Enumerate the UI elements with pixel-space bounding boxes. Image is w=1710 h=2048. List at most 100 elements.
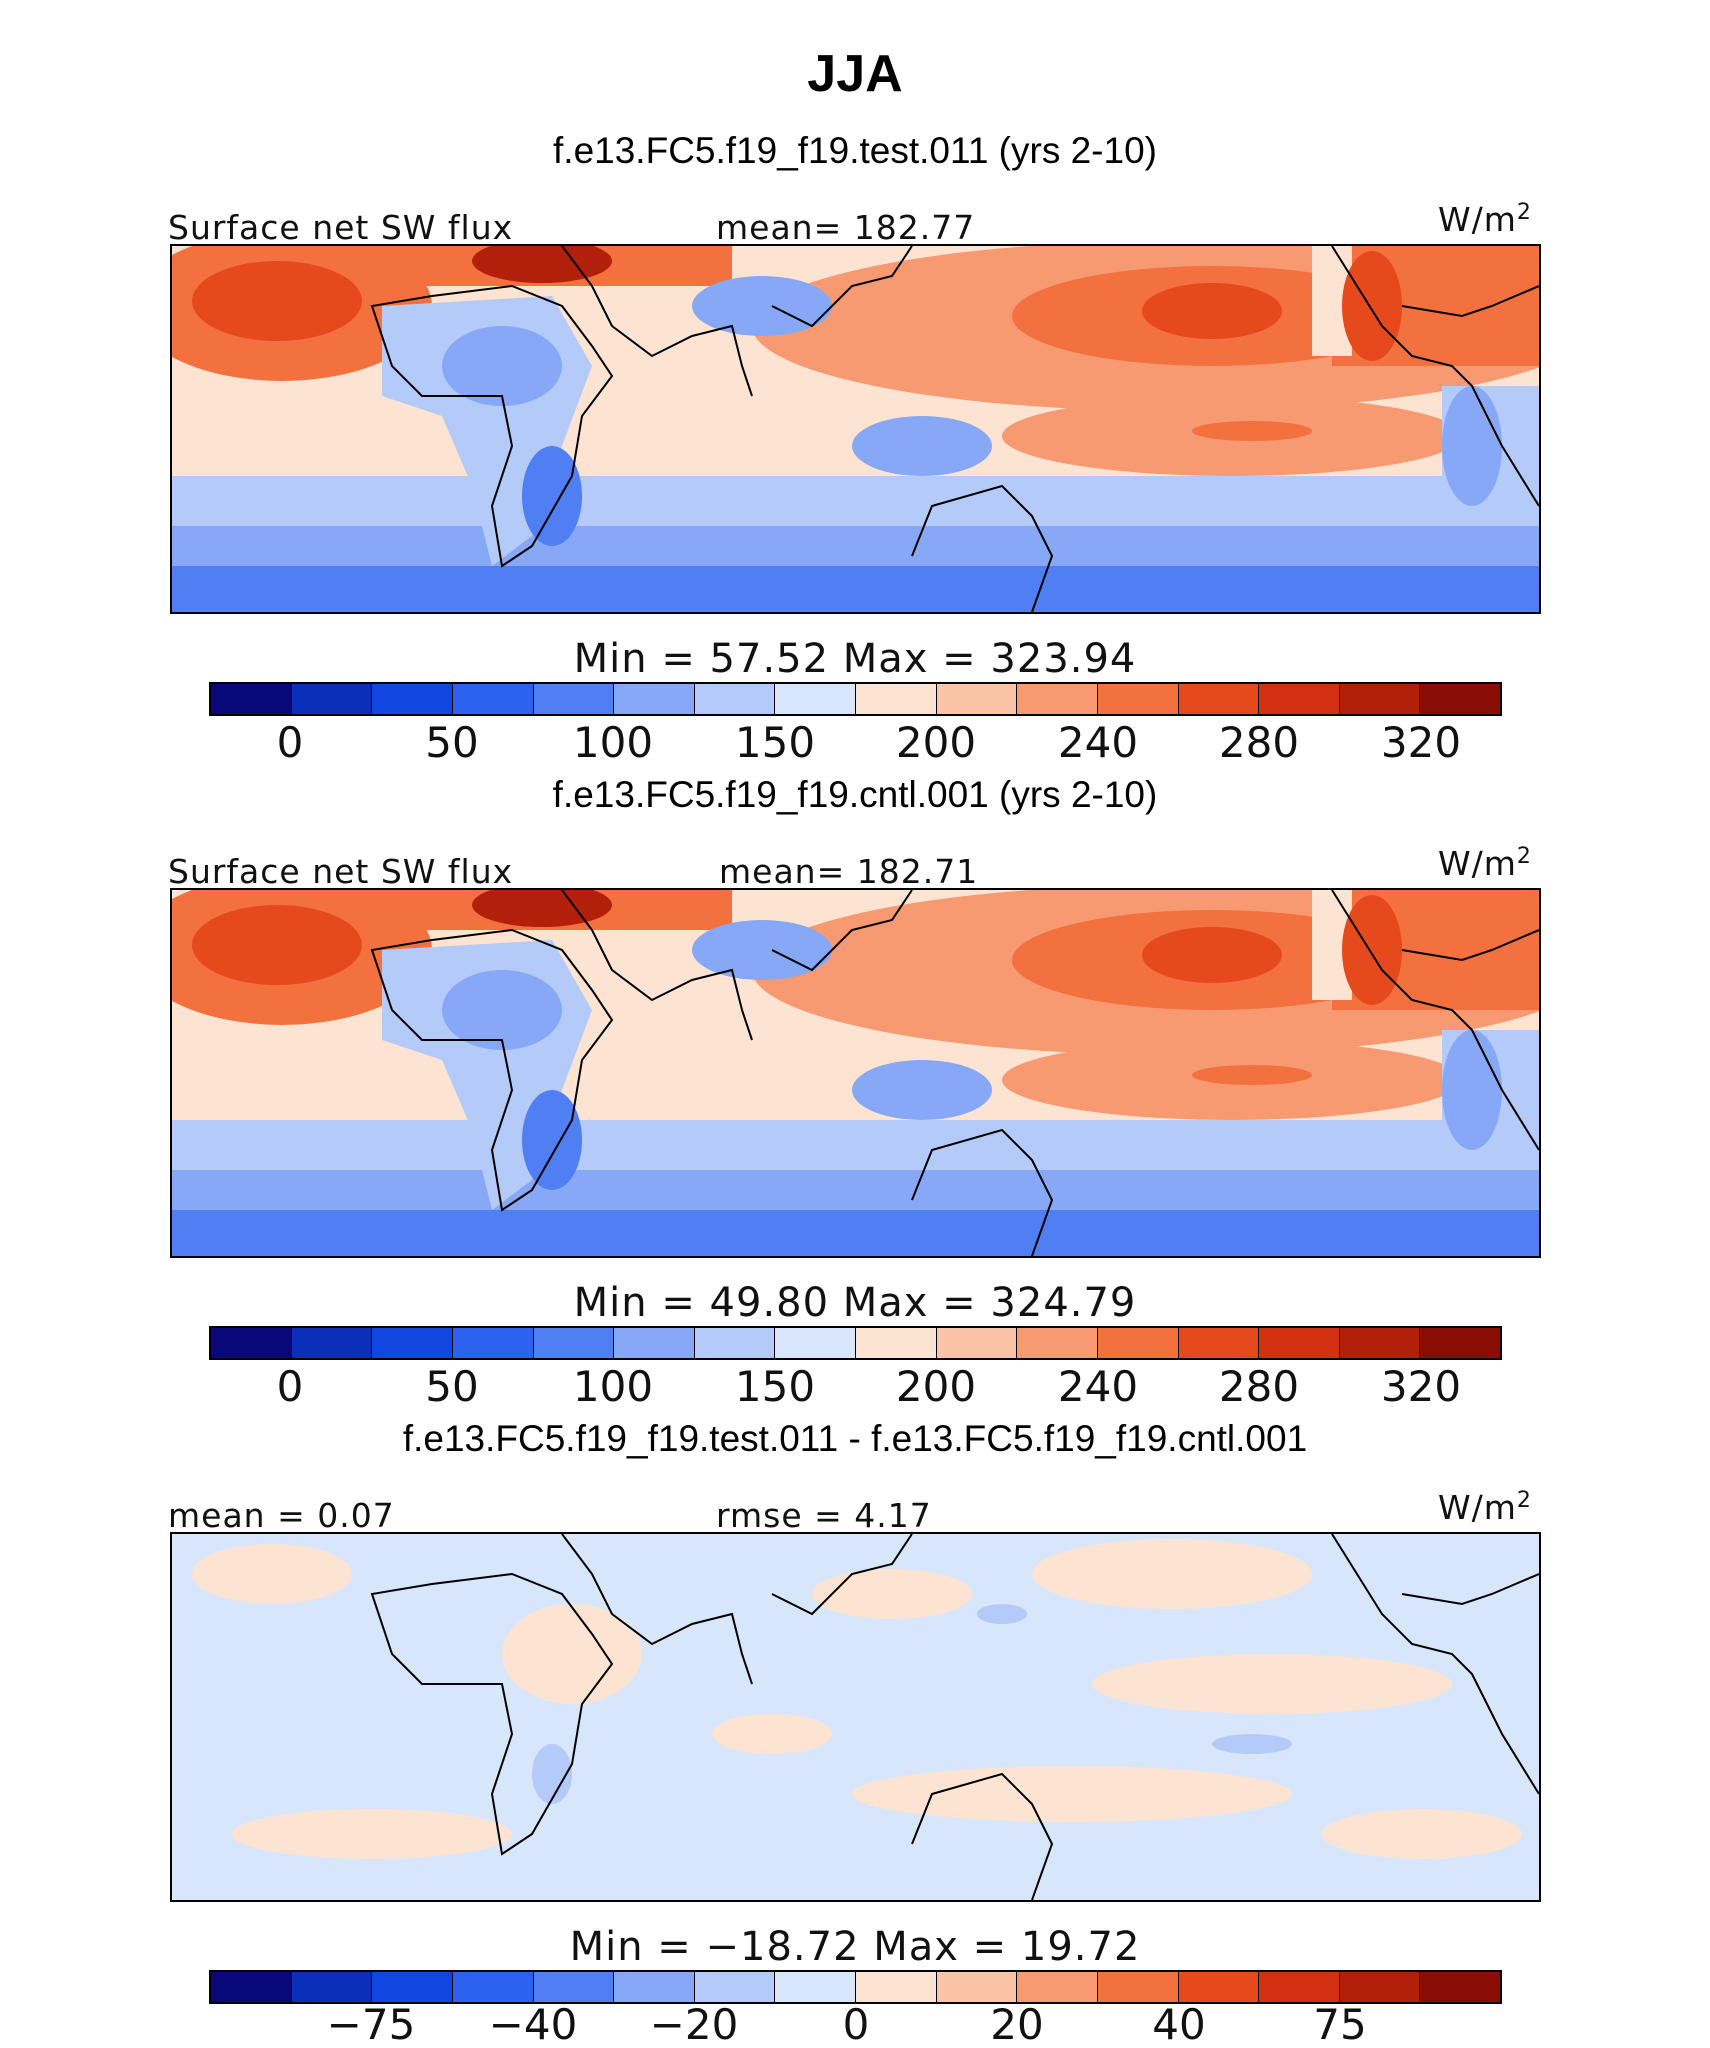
colorbar-box (211, 1972, 292, 2002)
colorbar-tick: −75 (326, 2000, 416, 2048)
colorbar-box (211, 1328, 292, 1358)
colorbar-box (1420, 684, 1500, 714)
colorbar-box (211, 684, 292, 714)
colorbar-tick: 320 (1380, 1362, 1462, 1411)
panel2-mean-label: mean= 182.71 (719, 852, 979, 891)
colorbar-tick: −20 (649, 2000, 739, 2048)
colorbar-box (1178, 684, 1260, 714)
colorbar-box (452, 1328, 534, 1358)
colorbar-box (452, 1972, 534, 2002)
panel3-colorbar (209, 1970, 1502, 2004)
colorbar-tick: 20 (990, 2000, 1044, 2048)
colorbar-box (1420, 1972, 1500, 2002)
panel1-mean-label: mean= 182.77 (716, 208, 976, 247)
units-text: W/m (1438, 1488, 1517, 1527)
units-text: W/m (1438, 844, 1517, 883)
colorbar-box (936, 684, 1018, 714)
panel1-minmax: Min = 57.52 Max = 323.94 (573, 636, 1137, 682)
colorbar-tick: 150 (734, 1362, 816, 1411)
panel1-variable-label: Surface net SW flux (168, 208, 514, 247)
panel2-map-field (172, 890, 1539, 1256)
colorbar-box (936, 1328, 1018, 1358)
colorbar-tick: 240 (1057, 1362, 1139, 1411)
colorbar-box (452, 684, 534, 714)
colorbar-box (1017, 1972, 1098, 2002)
colorbar-tick: 75 (1313, 2000, 1367, 2048)
colorbar-box (614, 1972, 695, 2002)
units-exponent: 2 (1516, 200, 1532, 225)
colorbar-box (1017, 684, 1098, 714)
colorbar-box (1097, 1972, 1179, 2002)
colorbar-tick: 280 (1218, 718, 1300, 767)
colorbar-box (1178, 1328, 1260, 1358)
panel3-case-title: f.e13.FC5.f19_f19.test.011 - f.e13.FC5.f… (402, 1418, 1308, 1459)
panel2-colorbar (209, 1326, 1502, 1360)
panel2-case-title: f.e13.FC5.f19_f19.cntl.001 (yrs 2-10) (552, 774, 1158, 815)
panel2-units: W/m2 (1438, 844, 1532, 883)
colorbar-box (1420, 1328, 1500, 1358)
colorbar-tick: 200 (895, 1362, 977, 1411)
panel2-colorbar-ticks: 0 50 100 150 200 240 280 320 (0, 1362, 1710, 1412)
colorbar-tick: 200 (895, 718, 977, 767)
colorbar-box (372, 1328, 453, 1358)
panel3-rmse-label: rmse = 4.17 (716, 1496, 932, 1535)
panel2-variable-label: Surface net SW flux (168, 852, 514, 891)
panel1-colorbar (209, 682, 1502, 716)
colorbar-tick: 0 (276, 718, 304, 767)
colorbar-box (694, 684, 776, 714)
colorbar-box (1339, 684, 1421, 714)
colorbar-box (1097, 1328, 1179, 1358)
colorbar-box (856, 684, 937, 714)
colorbar-tick: −40 (488, 2000, 578, 2048)
colorbar-box (1259, 1328, 1340, 1358)
colorbar-tick: 50 (425, 718, 479, 767)
colorbar-tick: 100 (572, 1362, 654, 1411)
colorbar-box (856, 1328, 937, 1358)
colorbar-tick: 240 (1057, 718, 1139, 767)
panel3-map-field (172, 1534, 1539, 1900)
colorbar-tick: 100 (572, 718, 654, 767)
colorbar-box (1259, 1972, 1340, 2002)
colorbar-box (775, 1972, 856, 2002)
panel3-minmax: Min = −18.72 Max = 19.72 (569, 1924, 1141, 1970)
units-exponent: 2 (1516, 844, 1532, 869)
panel3-units: W/m2 (1438, 1488, 1532, 1527)
panel3-map (170, 1532, 1541, 1902)
colorbar-box (291, 1328, 373, 1358)
colorbar-box (533, 1972, 615, 2002)
colorbar-box (936, 1972, 1018, 2002)
colorbar-box (372, 1972, 453, 2002)
colorbar-box (694, 1972, 776, 2002)
colorbar-tick: 0 (276, 1362, 304, 1411)
panel1-map (170, 244, 1541, 614)
colorbar-box (1097, 684, 1179, 714)
colorbar-box (775, 1328, 856, 1358)
units-text: W/m (1438, 200, 1517, 239)
units-exponent: 2 (1516, 1488, 1532, 1513)
colorbar-tick: 150 (734, 718, 816, 767)
colorbar-box (1339, 1328, 1421, 1358)
colorbar-box (614, 1328, 695, 1358)
panel1-colorbar-ticks: 0 50 100 150 200 240 280 320 (0, 718, 1710, 768)
panel1-case-title: f.e13.FC5.f19_f19.test.011 (yrs 2-10) (553, 130, 1157, 171)
colorbar-box (614, 684, 695, 714)
colorbar-box (533, 684, 615, 714)
colorbar-box (1259, 684, 1340, 714)
colorbar-box (1017, 1328, 1098, 1358)
colorbar-tick: 50 (425, 1362, 479, 1411)
panel3-mean-label: mean = 0.07 (168, 1496, 395, 1535)
colorbar-box (856, 1972, 937, 2002)
colorbar-box (533, 1328, 615, 1358)
panel1-units: W/m2 (1438, 200, 1532, 239)
colorbar-tick: 40 (1152, 2000, 1206, 2048)
panel3-colorbar-ticks: −75 −40 −20 0 20 40 75 (0, 2000, 1710, 2048)
colorbar-box (1339, 1972, 1421, 2002)
colorbar-box (372, 684, 453, 714)
panel1-map-field (172, 246, 1539, 612)
colorbar-tick: 0 (842, 2000, 870, 2048)
colorbar-box (694, 1328, 776, 1358)
colorbar-box (775, 684, 856, 714)
figure-title: JJA (807, 45, 903, 103)
colorbar-box (291, 1972, 373, 2002)
colorbar-box (291, 684, 373, 714)
